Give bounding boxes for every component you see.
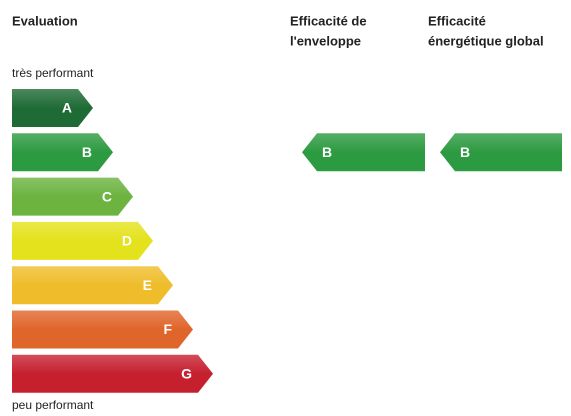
scale-bar — [12, 177, 133, 216]
scale-letter: B — [82, 144, 92, 160]
scale-bar — [12, 221, 153, 260]
rating-title: Efficacité de — [290, 13, 367, 28]
scale-bar — [12, 89, 93, 127]
scale-letter: C — [102, 188, 112, 204]
rating-letter: B — [460, 144, 470, 160]
rating-arrow — [302, 133, 425, 172]
rating-arrow — [440, 133, 562, 172]
scale-bar — [12, 354, 213, 393]
scale-bar — [12, 266, 173, 305]
scale-letter: D — [122, 233, 132, 249]
rating-title: l'enveloppe — [290, 33, 361, 48]
scale-letter: A — [62, 100, 72, 116]
rating-letter: B — [322, 144, 332, 160]
rating-title: Efficacité — [428, 13, 486, 28]
scale-bar — [12, 133, 113, 172]
top-label: très performant — [12, 66, 94, 80]
bottom-label: peu performant — [12, 398, 94, 412]
rating-title: énergétique global — [428, 33, 544, 48]
scale-letter: F — [163, 321, 172, 337]
title: Evaluation — [12, 13, 78, 28]
scale-letter: E — [143, 277, 152, 293]
scale-bar — [12, 310, 193, 349]
scale-letter: G — [181, 366, 192, 382]
